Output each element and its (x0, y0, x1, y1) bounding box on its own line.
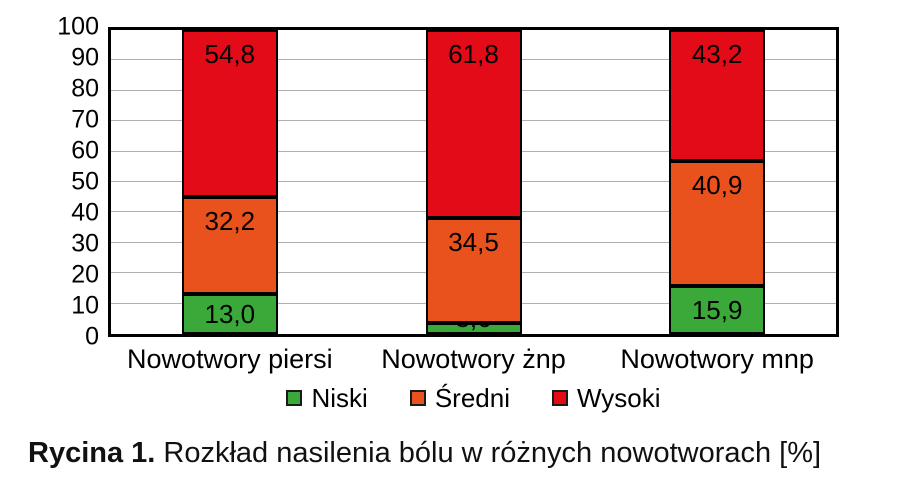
bar-segment-niski: 3,6 (425, 303, 522, 334)
legend: Niski Średni Wysoki (108, 384, 839, 412)
caption-number: Rycina 1. (28, 437, 156, 469)
legend-swatch-icon (409, 390, 426, 406)
stacked-bar: 13,0 32,2 54,8 (181, 30, 278, 334)
stacked-bar: 15,9 40,9 43,2 (669, 30, 766, 334)
bar-segment-label: 32,2 (204, 205, 256, 236)
y-tick-label: 60 (71, 136, 99, 165)
legend-label: Średni (434, 383, 510, 413)
figure-caption: Rycina 1. Rozkład nasilenia bólu w różny… (28, 436, 888, 470)
bar-segment-niski: 15,9 (669, 285, 766, 334)
bar-segment-label: 40,9 (691, 170, 743, 201)
y-tick-label: 80 (71, 74, 99, 103)
y-tick-label: 20 (71, 260, 99, 289)
x-axis-label: Nowotwory mnp (620, 344, 814, 374)
y-tick-label: 90 (71, 43, 99, 72)
legend-item-niski: Niski (286, 383, 368, 413)
bar-segment-wysoki: 43,2 (669, 30, 766, 162)
legend-label: Niski (311, 383, 368, 413)
bar-segment-label: 34,5 (448, 227, 499, 258)
legend-item-średni: Średni (409, 383, 510, 413)
bar-segment-średni: 34,5 (425, 218, 522, 324)
legend-label: Wysoki (576, 383, 661, 413)
y-tick-label: 0 (85, 322, 99, 351)
x-axis-label: Nowotwory żnp (381, 344, 566, 374)
plot-area: 13,0 32,2 54,8 3,6 34,5 61,8 15,9 40,9 43,2 (108, 27, 839, 337)
y-tick-label: 40 (71, 198, 99, 227)
caption-text: Rozkład nasilenia bólu w różnych nowotwo… (155, 437, 822, 469)
bar-segment-wysoki: 61,8 (425, 30, 522, 219)
y-tick-label: 50 (71, 167, 99, 196)
bar-segment-label: 15,9 (691, 294, 743, 325)
legend-swatch-icon (551, 390, 568, 406)
bar-segment-wysoki: 54,8 (181, 30, 278, 197)
bar-segment-niski: 13,0 (181, 294, 278, 334)
legend-item-wysoki: Wysoki (551, 383, 661, 413)
bar-segment-label: 61,8 (448, 39, 499, 70)
y-tick-label: 10 (71, 291, 99, 320)
y-tick-label: 100 (57, 12, 99, 41)
y-tick-label: 30 (71, 229, 99, 258)
bar-segment-label: 43,2 (691, 39, 743, 70)
stacked-bar: 3,6 34,5 61,8 (425, 30, 522, 334)
bar-segment-średni: 32,2 (181, 196, 278, 295)
y-axis: 0 10 20 30 40 50 60 70 80 90 100 (0, 14, 99, 349)
x-axis-label: Nowotwory piersi (127, 344, 333, 374)
bar-segment-label: 54,8 (204, 39, 256, 70)
x-axis-labels: Nowotwory piersi Nowotwory żnp Nowotwory m… (108, 343, 839, 375)
legend-swatch-icon (286, 390, 303, 406)
y-tick-label: 70 (71, 105, 99, 134)
bar-segment-label: 13,0 (204, 299, 256, 330)
bar-segment-średni: 40,9 (669, 161, 766, 286)
